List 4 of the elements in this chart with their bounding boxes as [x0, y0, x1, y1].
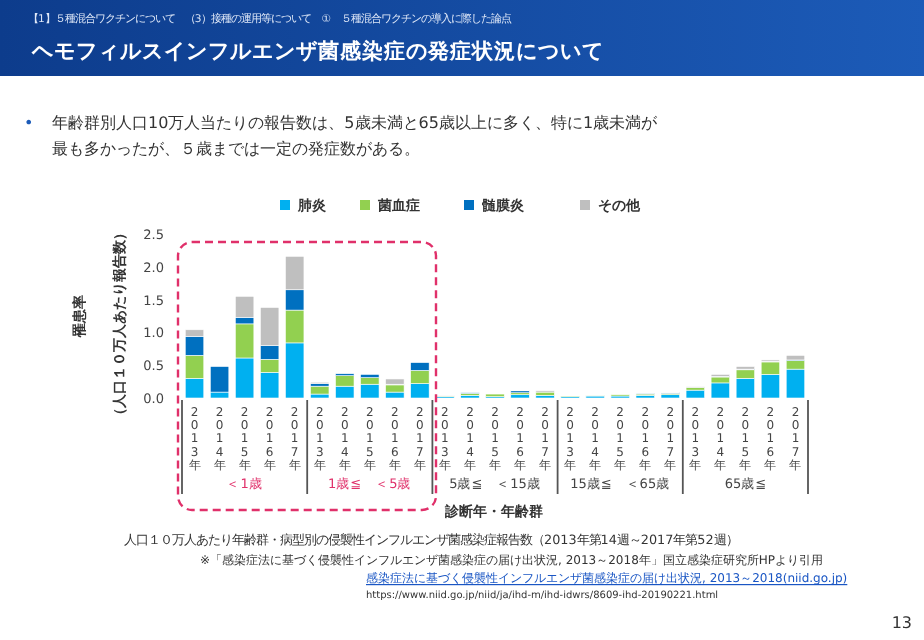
text: 13	[891, 614, 912, 632]
text: •	[24, 114, 34, 132]
text: 年齢群別人口10万人当たりの報告数は、5歳未満と65歳以上に多く、特に1歳未満が最も多かったが、５歳までは一定の発症数がある。	[52, 114, 660, 158]
chart-title: ヘモフィルスインフルエンザ菌感染症の発症状況について	[30, 38, 604, 64]
